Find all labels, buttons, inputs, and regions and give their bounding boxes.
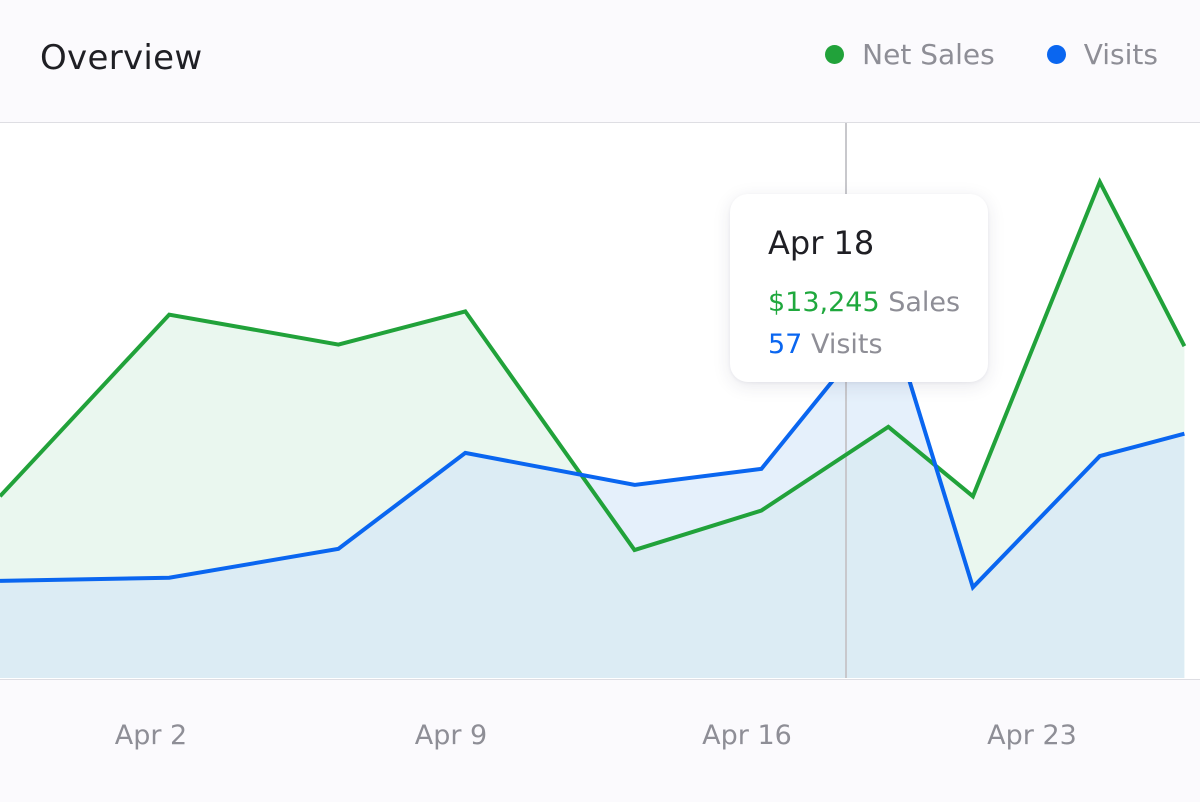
net-sales-line[interactable] [0, 177, 1187, 553]
tooltip-sales-value: $13,245 [768, 287, 880, 318]
legend-label-visits: Visits [1083, 38, 1158, 71]
visits-area [0, 312, 1185, 678]
tooltip-sales-row: $13,245 Sales [768, 282, 988, 324]
legend: Net Sales Visits [773, 38, 1158, 71]
tooltip-sales-label: Sales [888, 287, 961, 318]
tooltip-visits-row: 57 Visits [768, 324, 988, 366]
net-sales-dot-icon [825, 45, 845, 64]
chart-tooltip: Apr 18 $13,245 Sales 57 Visits [730, 194, 988, 382]
tooltip-visits-value: 57 [768, 329, 803, 360]
legend-label-net-sales: Net Sales [862, 38, 995, 71]
x-tick-label: Apr 9 [414, 720, 488, 751]
x-tick-label: Apr 16 [702, 720, 792, 751]
visits-dot-icon [1046, 45, 1066, 64]
tooltip-date: Apr 18 [768, 224, 875, 262]
page-title: Overview [40, 38, 203, 78]
legend-item-visits[interactable]: Visits [1046, 38, 1158, 71]
legend-item-net-sales[interactable]: Net Sales [825, 38, 995, 71]
x-axis: Apr 2 Apr 9 Apr 16 Apr 23 [0, 680, 1200, 802]
chart-header: Overview Net Sales Visits [0, 0, 1200, 122]
x-tick-label: Apr 23 [987, 720, 1077, 751]
visits-line[interactable] [0, 307, 1185, 592]
x-tick-label: Apr 2 [114, 720, 188, 751]
tooltip-visits-label: Visits [810, 329, 883, 360]
